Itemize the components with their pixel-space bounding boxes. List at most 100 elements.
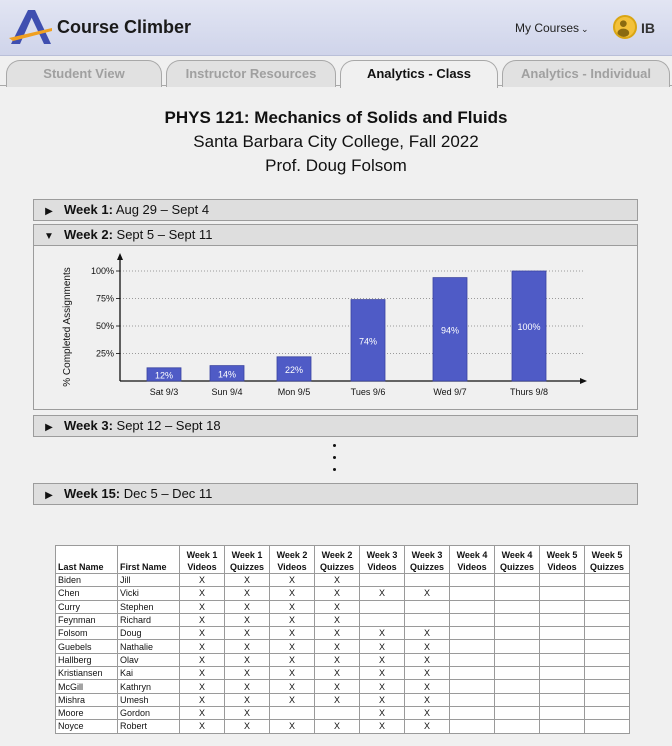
table-header-cell: Week 1 Quizzes <box>224 545 270 574</box>
completion-cell <box>584 572 630 588</box>
caret-right-icon: ▶ <box>45 422 53 433</box>
my-courses-menu[interactable]: My Courses ⌄ <box>515 21 589 35</box>
completion-cell: X <box>224 626 270 641</box>
caret-right-icon: ▶ <box>45 206 53 217</box>
week-15-header[interactable]: ▶ Week 15: Dec 5 – Dec 11 <box>33 483 638 505</box>
x-tick-label: Tues 9/6 <box>351 387 386 397</box>
y-tick-label: 75% <box>96 294 114 304</box>
table-row: Folsom Doug X X X X X X <box>55 626 630 641</box>
header-week: Week 4 <box>501 550 533 560</box>
first-name-cell: Nathalie <box>117 639 180 654</box>
completion-cell <box>539 705 585 721</box>
completion-cell <box>494 572 540 588</box>
last-name-cell: Hallberg <box>55 652 118 668</box>
completion-cell: X <box>179 692 225 707</box>
tab-analytics-class[interactable]: Analytics - Class <box>340 60 498 88</box>
table-header-cell: Week 3 Quizzes <box>404 545 450 574</box>
completion-cell: X <box>359 626 405 641</box>
completion-cell <box>539 572 585 588</box>
week-3-header[interactable]: ▶ Week 3: Sept 12 – Sept 18 <box>33 415 638 437</box>
completion-cell: X <box>359 666 405 681</box>
header-week: Week 2 <box>276 550 308 560</box>
completion-cell: X <box>224 639 270 654</box>
completion-cell <box>449 666 495 681</box>
completion-cell <box>539 679 585 694</box>
completion-cell: X <box>404 666 450 681</box>
completion-table: Last Name First Name Week 1 Videos Week 1 Qu… <box>55 545 630 734</box>
header-type: Videos <box>457 562 487 572</box>
first-name-cell: Stephen <box>117 599 180 614</box>
x-axis-arrow-icon <box>580 378 587 384</box>
header-type: Quizzes <box>589 562 624 572</box>
completion-cell <box>359 612 405 628</box>
completion-cell <box>449 572 495 588</box>
completion-cell <box>449 599 495 614</box>
completion-cell <box>494 705 540 721</box>
completion-cell <box>494 692 540 707</box>
completion-cell <box>584 679 630 694</box>
table-header-cell: First Name <box>117 545 180 574</box>
completion-cell: X <box>224 719 270 734</box>
header-week: Week 3 <box>411 550 443 560</box>
table-header-cell: Last Name <box>55 545 118 574</box>
week-1-header[interactable]: ▶ Week 1: Aug 29 – Sept 4 <box>33 199 638 221</box>
table-header-cell: Week 5 Videos <box>539 545 585 574</box>
completion-cell: X <box>359 652 405 668</box>
data-label: 74% <box>359 336 377 346</box>
tab-analytics-individual[interactable]: Analytics - Individual <box>502 60 670 87</box>
completion-cell <box>539 692 585 707</box>
completion-cell: X <box>314 666 360 681</box>
week-label: Week 15: <box>64 486 121 501</box>
completion-cell: X <box>224 679 270 694</box>
completion-cell: X <box>314 626 360 641</box>
my-courses-label: My Courses <box>515 21 580 35</box>
first-name-cell: Umesh <box>117 692 180 707</box>
completion-cell: X <box>359 719 405 734</box>
completion-cell: X <box>269 679 315 694</box>
table-header-cell: Week 2 Videos <box>269 545 315 574</box>
completion-cell <box>404 612 450 628</box>
completion-cell: X <box>179 666 225 681</box>
completion-cell <box>494 652 540 668</box>
completion-cell: X <box>314 612 360 628</box>
completion-cell <box>494 626 540 641</box>
week-label: Week 1: <box>64 202 113 217</box>
avatar[interactable] <box>613 15 637 39</box>
tab-student-view[interactable]: Student View <box>6 60 162 87</box>
completion-cell: X <box>404 639 450 654</box>
completion-cell <box>494 666 540 681</box>
x-tick-label: Wed 9/7 <box>433 387 466 397</box>
week-2-header[interactable]: ▼ Week 2: Sept 5 – Sept 11 <box>33 224 638 246</box>
completion-cell: X <box>224 572 270 588</box>
completion-cell: X <box>404 652 450 668</box>
tab-instructor-resources[interactable]: Instructor Resources <box>166 60 336 87</box>
course-climber-logo-icon[interactable] <box>8 6 54 46</box>
completion-cell <box>584 666 630 681</box>
header-type: Quizzes <box>499 562 534 572</box>
completion-cell <box>584 652 630 668</box>
week-label: Week 2: <box>64 227 113 242</box>
header-week: Week 3 <box>366 550 398 560</box>
table-row: Mishra Umesh X X X X X X <box>55 692 630 707</box>
completion-cell: X <box>359 692 405 707</box>
instructor-name: Prof. Doug Folsom <box>265 156 407 175</box>
completion-cell <box>539 719 585 734</box>
data-label: 94% <box>441 325 459 335</box>
completion-cell: X <box>179 652 225 668</box>
completion-cell: X <box>269 572 315 588</box>
table-row: Noyce Robert X X X X X X <box>55 719 630 734</box>
more-weeks-ellipsis-icon <box>333 444 337 476</box>
completion-cell: X <box>314 572 360 588</box>
user-initials: IB <box>641 20 655 36</box>
table-row: Guebels Nathalie X X X X X X <box>55 639 630 654</box>
chevron-down-icon: ⌄ <box>581 24 589 34</box>
week-label: Week 3: <box>64 418 113 433</box>
completion-cell <box>494 586 540 601</box>
data-label: 12% <box>155 370 173 380</box>
chart-bar <box>511 270 547 382</box>
completion-cell <box>449 586 495 601</box>
completion-cell <box>539 612 585 628</box>
completion-cell: X <box>179 705 225 721</box>
completion-cell: X <box>224 599 270 614</box>
completion-cell <box>494 639 540 654</box>
